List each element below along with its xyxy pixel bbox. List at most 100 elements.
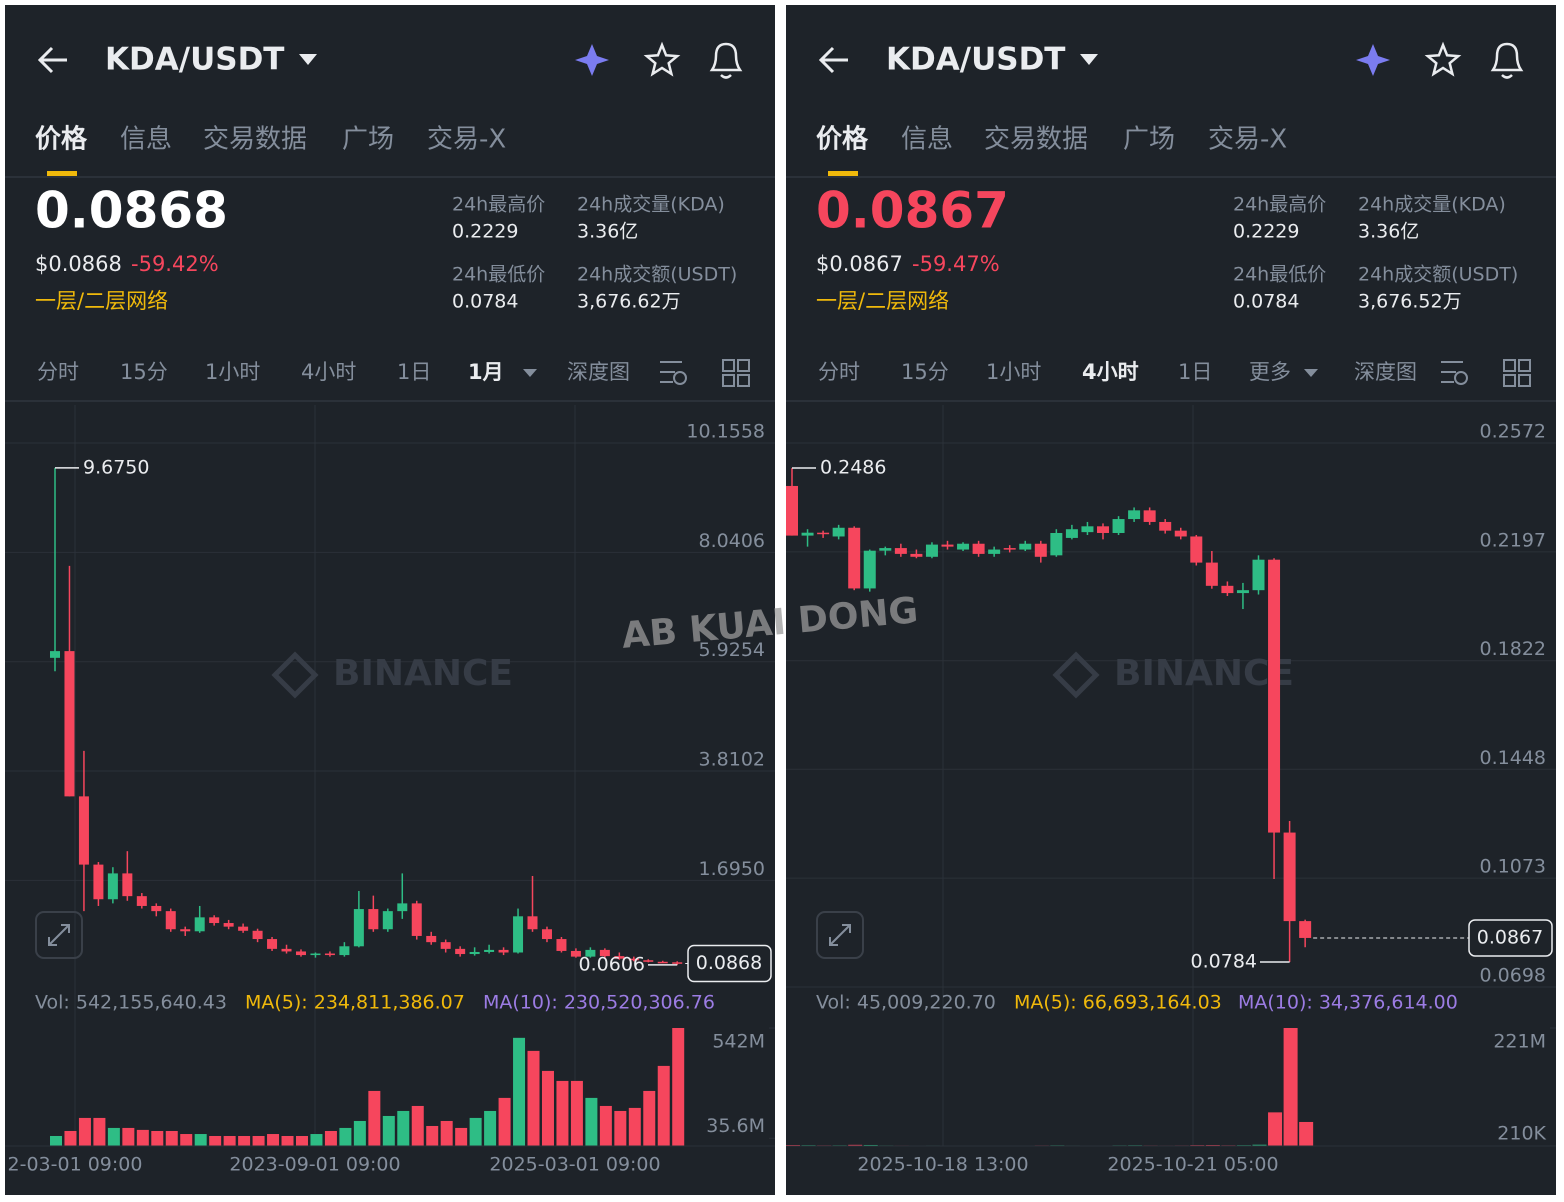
volume-bar xyxy=(238,1135,251,1146)
candle-body xyxy=(209,917,220,924)
volume-bar xyxy=(339,1127,352,1146)
candle-body xyxy=(894,548,907,554)
volume-bar xyxy=(498,1097,511,1146)
layout-button[interactable] xyxy=(722,374,735,387)
timeframe[interactable]: 1小时 xyxy=(986,360,1041,384)
candle-body xyxy=(426,935,437,943)
timeframe[interactable]: 4小时 xyxy=(301,360,356,384)
ai-icon[interactable] xyxy=(575,44,609,76)
timeframe[interactable]: 15分 xyxy=(901,360,949,384)
tab[interactable]: 价格 xyxy=(35,124,88,155)
alert-button[interactable] xyxy=(1490,42,1524,79)
tab[interactable]: 交易-X xyxy=(427,125,506,155)
usd-price: $0.0867 xyxy=(816,252,903,276)
tab[interactable]: 交易数据 xyxy=(984,125,1088,155)
timeframe[interactable]: 1小时 xyxy=(205,360,260,384)
last-price: 0.0868 xyxy=(35,182,228,240)
pair-caret[interactable] xyxy=(299,54,317,65)
timeframe-caret[interactable] xyxy=(1304,369,1318,377)
indicator-button[interactable] xyxy=(1441,361,1463,383)
candle-body xyxy=(556,939,567,951)
low-label: 0.0606 xyxy=(579,953,645,975)
timeframe[interactable]: 1日 xyxy=(397,360,431,384)
stat-value: 3,676.62万 xyxy=(577,291,681,313)
ai-icon[interactable] xyxy=(1356,44,1390,76)
favorite-button[interactable] xyxy=(1424,41,1462,77)
volume-bar xyxy=(50,1135,62,1146)
layout-button[interactable] xyxy=(737,374,750,387)
back-button[interactable] xyxy=(818,46,848,74)
tab[interactable]: 信息 xyxy=(120,125,172,155)
candle-body xyxy=(382,911,393,930)
expand-button[interactable] xyxy=(816,911,864,959)
layout-button[interactable] xyxy=(1503,359,1516,372)
stat-value: 3,676.52万 xyxy=(1358,291,1462,313)
last-price: 0.0867 xyxy=(816,182,1009,240)
volume-legend: Vol: 45,009,220.70 xyxy=(816,992,996,1014)
back-button[interactable] xyxy=(37,46,67,74)
timeframe[interactable]: 分时 xyxy=(818,360,860,384)
volume-bar xyxy=(469,1117,482,1146)
tab[interactable]: 广场 xyxy=(342,125,394,155)
y-tick-label: 1.6950 xyxy=(699,858,765,880)
pair-title[interactable]: KDA/USDT xyxy=(105,42,284,78)
candle-body xyxy=(941,544,954,547)
candle-body xyxy=(151,905,162,912)
candle-body xyxy=(455,948,466,955)
sector-tag[interactable]: 一层/二层网络 xyxy=(816,289,949,313)
volume-bar xyxy=(93,1117,106,1146)
y-tick-label: 10.1558 xyxy=(686,421,765,443)
candle-body xyxy=(64,651,75,797)
timeframe-caret[interactable] xyxy=(523,369,537,377)
volume-bar xyxy=(151,1130,164,1146)
volume-legend: Vol: 542,155,640.43 xyxy=(35,992,227,1014)
alert-button[interactable] xyxy=(709,42,743,79)
candle-body xyxy=(1236,590,1249,594)
layout-button[interactable] xyxy=(722,359,735,372)
timeframe[interactable]: 1日 xyxy=(1178,360,1212,384)
timeframe[interactable]: 深度图 xyxy=(567,360,630,384)
candle-body xyxy=(397,903,408,912)
candle-body xyxy=(324,953,335,956)
tab[interactable]: 价格 xyxy=(816,124,869,155)
layout-button[interactable] xyxy=(1503,374,1516,387)
stat-label: 24h成交量(KDA) xyxy=(577,194,725,216)
tab[interactable]: 交易数据 xyxy=(203,125,307,155)
candle-body xyxy=(107,873,118,900)
candle-body xyxy=(339,946,350,956)
tab[interactable]: 广场 xyxy=(1123,125,1175,155)
candle-body xyxy=(1174,530,1187,537)
timeframe[interactable]: 4小时 xyxy=(1082,360,1139,384)
panel-background xyxy=(5,5,775,1195)
candle-body xyxy=(1252,559,1265,591)
timeframe[interactable]: 15分 xyxy=(120,360,168,384)
layout-button[interactable] xyxy=(1518,374,1531,387)
timeframe[interactable]: 1月 xyxy=(468,360,504,384)
favorite-button[interactable] xyxy=(643,41,681,77)
indicator-button-dot xyxy=(673,371,687,385)
timeframe[interactable]: 分时 xyxy=(37,360,79,384)
left-clip xyxy=(0,0,5,1202)
layout-button[interactable] xyxy=(737,359,750,372)
stat-label: 24h最低价 xyxy=(1233,264,1326,286)
volume-bar xyxy=(353,1120,366,1146)
stat-value: 0.0784 xyxy=(1233,291,1299,313)
volume-bar xyxy=(1268,1112,1283,1146)
pair-title[interactable]: KDA/USDT xyxy=(886,42,1065,78)
stat-label: 24h最高价 xyxy=(452,194,545,216)
tab[interactable]: 交易-X xyxy=(1208,125,1287,155)
timeframe[interactable]: 更多 xyxy=(1249,360,1291,384)
volume-bar xyxy=(848,1144,863,1146)
candle-body xyxy=(50,651,60,658)
sector-tag[interactable]: 一层/二层网络 xyxy=(35,289,168,313)
pair-caret[interactable] xyxy=(1080,54,1098,65)
stat-label: 24h成交额(USDT) xyxy=(577,264,737,286)
indicator-button[interactable] xyxy=(660,361,682,383)
x-tick-label: 2-03-01 09:00 xyxy=(8,1154,143,1176)
layout-button[interactable] xyxy=(1518,359,1531,372)
timeframe[interactable]: 深度图 xyxy=(1354,360,1417,384)
expand-button[interactable] xyxy=(35,911,83,959)
volume-bar xyxy=(1299,1121,1314,1146)
candle-body xyxy=(353,909,364,947)
tab[interactable]: 信息 xyxy=(901,125,953,155)
